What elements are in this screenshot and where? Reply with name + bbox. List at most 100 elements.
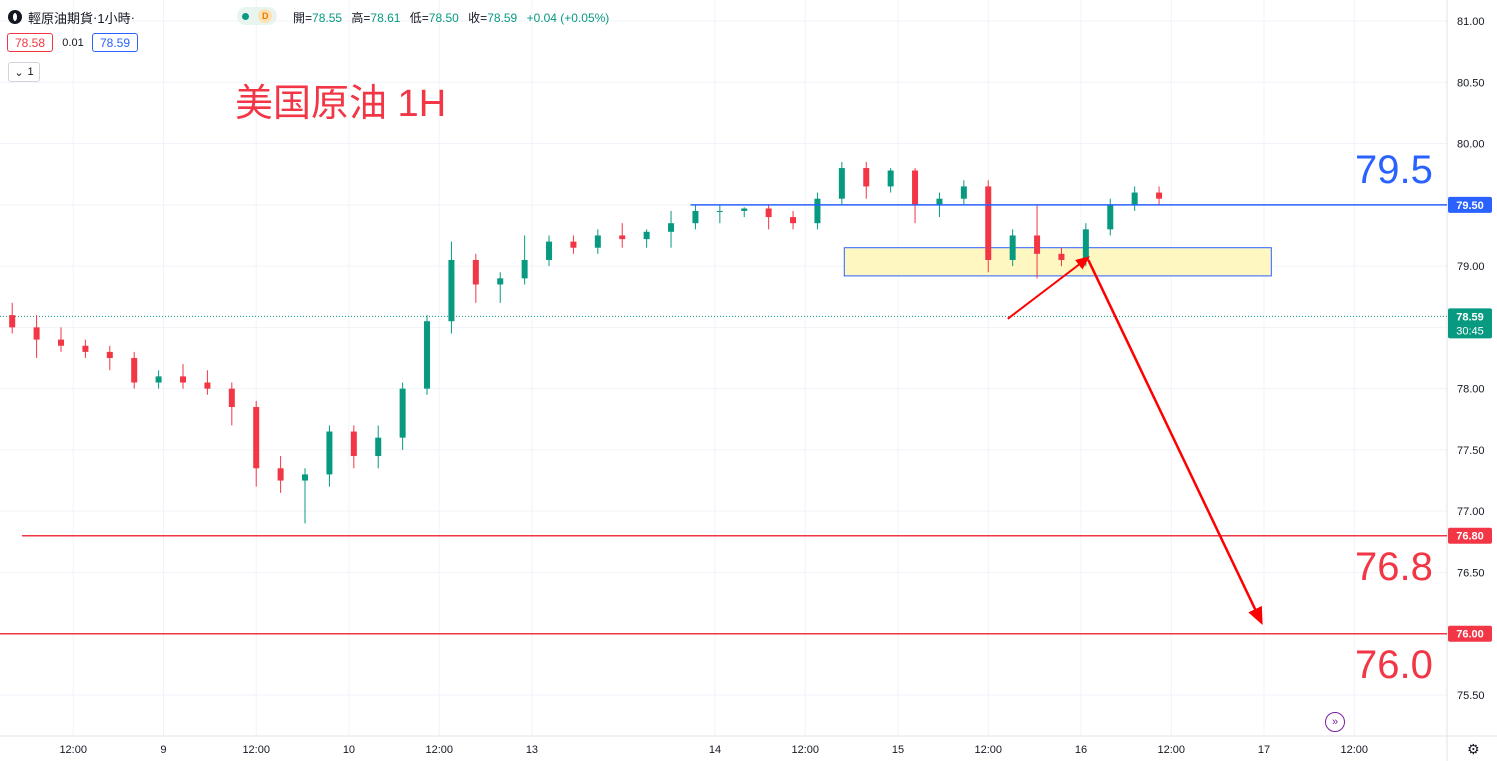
- symbol-name[interactable]: 輕原油期貨: [28, 10, 94, 26]
- indicator-count: 1: [27, 66, 34, 78]
- x-tick-label: 12:00: [974, 744, 1002, 756]
- candle-body: [277, 468, 284, 481]
- x-tick-label: 12:00: [59, 744, 87, 756]
- header-separator: ·: [93, 9, 98, 25]
- open-label: 開=: [293, 11, 313, 25]
- bar-countdown: 30:45: [1456, 325, 1484, 337]
- candle-body: [765, 208, 772, 218]
- candle-body: [985, 186, 992, 260]
- trend-arrow-1: [1007, 256, 1090, 320]
- candle-body: [228, 388, 235, 408]
- candle-body: [912, 170, 919, 205]
- candle-body: [790, 217, 797, 224]
- trend-arrow-2: [1087, 259, 1263, 625]
- candle-body: [668, 223, 675, 232]
- y-tick-label: 76.50: [1457, 567, 1485, 579]
- interval-label[interactable]: 1小時: [97, 10, 131, 26]
- change-value: +0.04 (+0.05%): [526, 11, 610, 25]
- candle-body: [887, 170, 894, 187]
- candle-body: [472, 259, 479, 285]
- y-tick-label: 80.50: [1457, 77, 1485, 89]
- y-tick-label: 78.00: [1457, 384, 1485, 396]
- candle-body: [1107, 204, 1114, 230]
- candle-body: [424, 321, 431, 389]
- candle-body: [1034, 235, 1041, 254]
- symbol-header[interactable]: 輕原油期貨 · 1小時 ·: [8, 7, 135, 27]
- candle-body: [570, 241, 577, 248]
- indicators-toggle[interactable]: ⌄ 1: [8, 62, 40, 82]
- x-tick-label: 12:00: [1157, 744, 1185, 756]
- symbol-logo-icon: [8, 10, 22, 24]
- candle-body: [131, 358, 138, 383]
- delayed-data-badge: D: [258, 9, 273, 23]
- price-tag-76-80-bg: [1448, 527, 1492, 544]
- y-tick-label: 81.00: [1457, 16, 1485, 28]
- ohlc-legend: 開=78.55 高=78.61 低=78.50 收=78.59 +0.04 (+…: [293, 9, 609, 26]
- buy-price-button[interactable]: 78.59: [92, 33, 138, 52]
- candle-body: [58, 339, 65, 346]
- sell-price-button[interactable]: 78.58: [7, 33, 53, 52]
- chevron-down-icon: ⌄: [14, 66, 24, 79]
- x-tick-label: 12:00: [1341, 744, 1369, 756]
- price-tag-76-00-bg: [1448, 625, 1492, 642]
- candle-body: [863, 168, 870, 187]
- candle-body: [1009, 235, 1016, 260]
- candle-body: [106, 351, 113, 358]
- spread-value: 0.01: [62, 36, 84, 49]
- candle-body: [716, 210, 723, 212]
- candle-body: [1058, 253, 1065, 260]
- candle-body: [155, 376, 162, 383]
- x-tick-label: 14: [709, 744, 721, 756]
- candle-body: [204, 382, 211, 389]
- resistance-zone: [843, 247, 1272, 277]
- double-chevron-right-icon[interactable]: »: [1325, 712, 1345, 732]
- annotation-target-76-8[interactable]: 76.8: [1355, 545, 1433, 589]
- market-status-badge[interactable]: D: [237, 7, 277, 25]
- low-label: 低=: [409, 11, 429, 25]
- candle-body: [838, 168, 845, 199]
- candle-body: [692, 210, 699, 224]
- market-open-dot-icon: [241, 12, 249, 20]
- candle-body: [1131, 192, 1138, 205]
- y-tick-label: 77.50: [1457, 445, 1485, 457]
- candle-body: [33, 327, 40, 340]
- close-value: 78.59: [487, 11, 518, 25]
- chart-annotation-title[interactable]: 美国原油 1H: [235, 83, 447, 125]
- candle-body: [180, 376, 187, 383]
- x-tick-label: 13: [526, 744, 538, 756]
- candle-body: [936, 198, 943, 205]
- candle-body: [741, 208, 748, 211]
- candle-body: [546, 241, 553, 260]
- candle-body: [619, 235, 626, 240]
- candle-body: [1082, 229, 1089, 260]
- x-tick-label: 12:00: [425, 744, 453, 756]
- annotation-target-76-0[interactable]: 76.0: [1355, 643, 1433, 687]
- last-price-tag: 78.59: [1456, 311, 1484, 323]
- candle-body: [1156, 192, 1163, 199]
- candle-body: [497, 278, 504, 285]
- annotation-target-79-5[interactable]: 79.5: [1355, 148, 1433, 192]
- y-tick-label: 79.00: [1457, 261, 1485, 273]
- gear-icon[interactable]: ⚙: [1467, 741, 1480, 757]
- close-label: 收=: [468, 11, 488, 25]
- candle-body: [643, 231, 650, 240]
- price-tag-76-80: 76.80: [1456, 531, 1484, 543]
- header-separator: ·: [130, 9, 135, 25]
- candle-body: [82, 345, 89, 352]
- candle-body: [814, 198, 821, 224]
- last-price-tag-bg: [1448, 308, 1492, 339]
- candle-body: [521, 259, 528, 279]
- candle-body: [350, 431, 357, 457]
- x-tick-label: 15: [892, 744, 904, 756]
- candle-body: [9, 315, 16, 328]
- y-tick-label: 77.00: [1457, 506, 1485, 518]
- price-tag-79-50-bg: [1448, 196, 1492, 213]
- candle-body: [448, 259, 455, 322]
- candle-body: [326, 431, 333, 475]
- y-tick-label: 75.50: [1457, 690, 1485, 702]
- x-tick-label: 10: [343, 744, 355, 756]
- candle-body: [960, 186, 967, 199]
- x-tick-label: 9: [160, 744, 166, 756]
- high-value: 78.61: [370, 11, 401, 25]
